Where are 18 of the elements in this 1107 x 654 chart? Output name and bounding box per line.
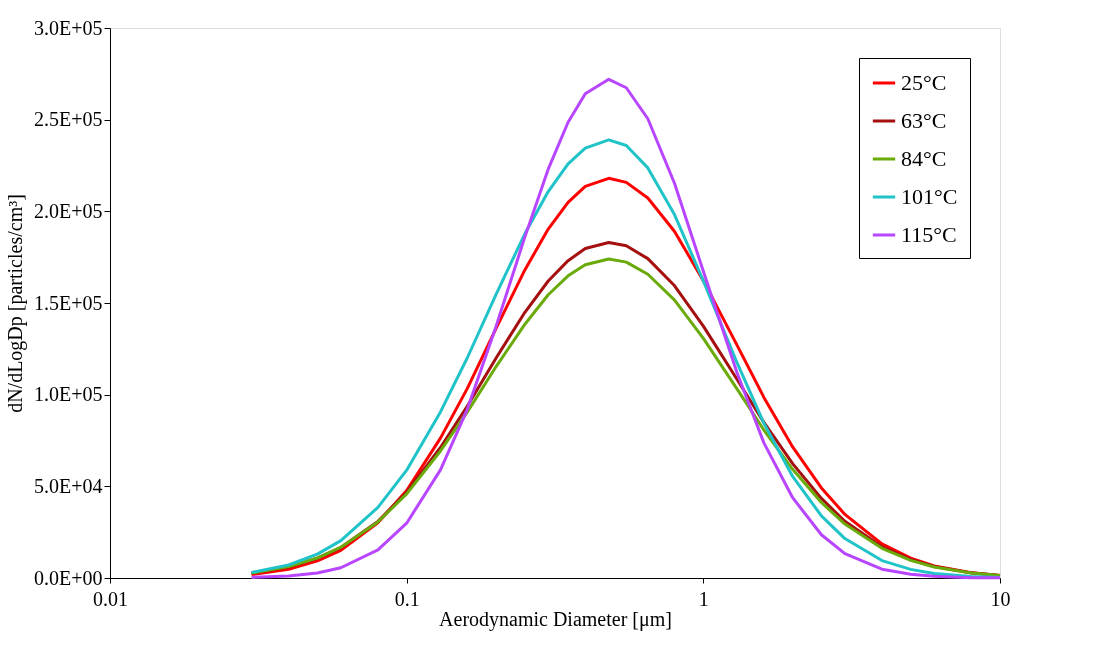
x-tick-label: 0.01 — [93, 587, 128, 610]
y-tick-label: 2.0E+05 — [34, 199, 103, 222]
legend-label: 25°C — [901, 70, 947, 95]
legend-label: 115°C — [901, 222, 957, 247]
y-tick-label: 3.0E+05 — [34, 16, 103, 39]
y-tick-label: 0.0E+00 — [34, 566, 103, 589]
y-tick-label: 1.0E+05 — [34, 383, 103, 406]
x-axis-title: Aerodynamic Diameter [μm] — [439, 607, 672, 631]
x-tick-label: 0.1 — [394, 587, 420, 610]
y-tick-label: 5.0E+04 — [34, 474, 103, 497]
legend-label: 63°C — [901, 108, 947, 133]
x-tick-label: 1 — [698, 587, 709, 610]
legend-label: 84°C — [901, 146, 947, 171]
legend-label: 101°C — [901, 184, 958, 209]
y-tick-label: 2.5E+05 — [34, 108, 103, 131]
y-axis-title: dN/dLogDp [particles/cm³] — [4, 194, 27, 413]
x-tick-label: 10 — [990, 587, 1011, 610]
y-tick-label: 1.5E+05 — [34, 291, 103, 314]
